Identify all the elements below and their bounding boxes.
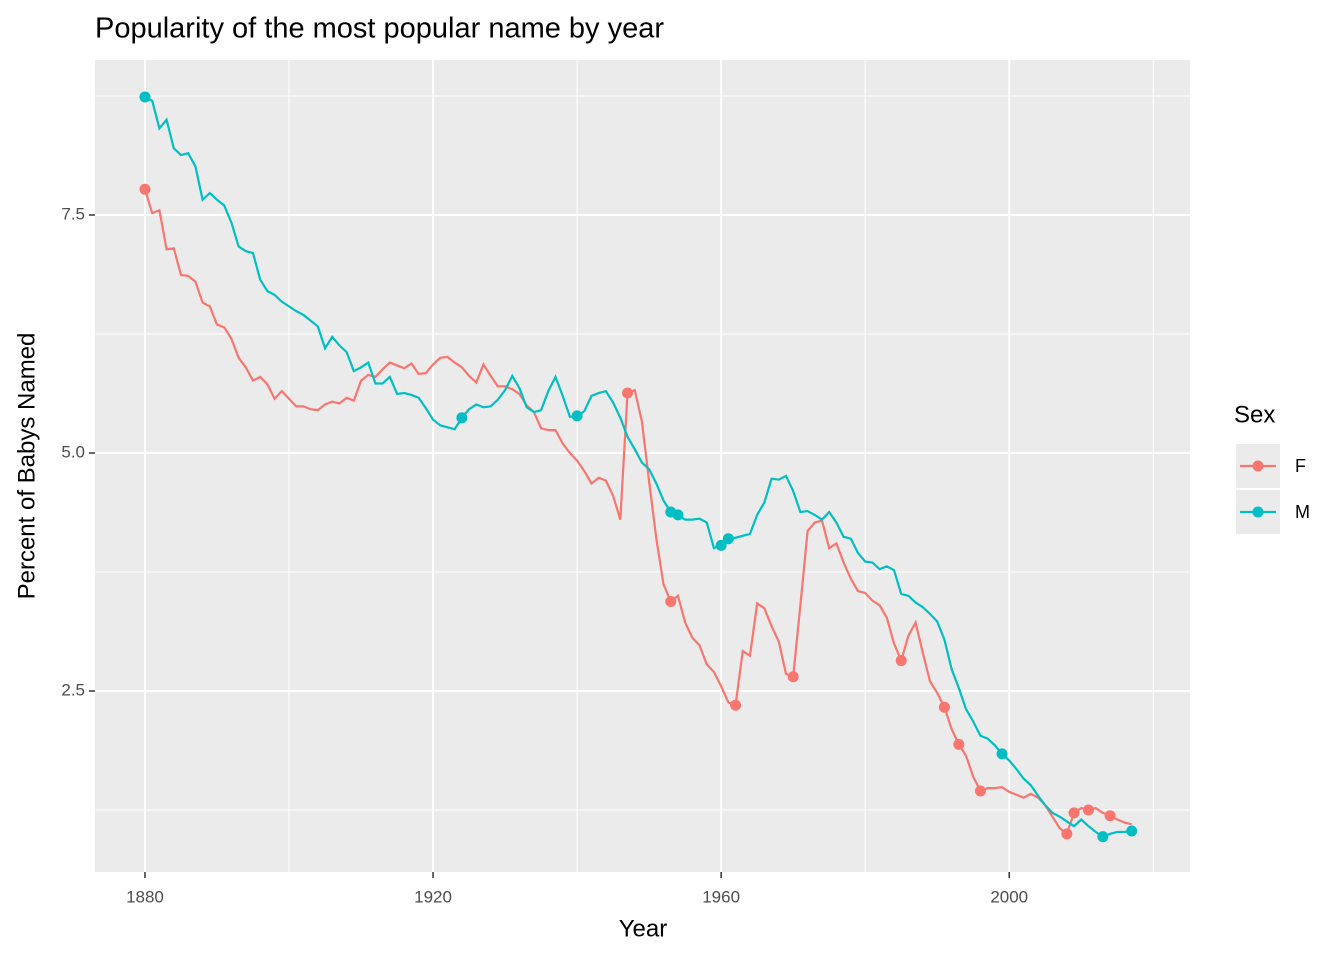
point xyxy=(665,596,677,608)
point xyxy=(953,738,965,750)
point xyxy=(139,183,151,195)
point xyxy=(1097,831,1109,843)
line xyxy=(143,188,1132,836)
point xyxy=(1061,828,1073,840)
line xyxy=(144,95,1132,838)
point xyxy=(938,701,950,713)
legend-title: Sex xyxy=(1234,401,1275,428)
legend-label: F xyxy=(1295,456,1306,476)
legend-label: M xyxy=(1295,502,1310,522)
x-tick-label: 1960 xyxy=(702,887,740,906)
y-tick-label: 7.5 xyxy=(61,204,85,223)
y-tick-label: 2.5 xyxy=(61,681,85,700)
x-tick-label: 1920 xyxy=(414,887,452,906)
legend-point xyxy=(1252,460,1264,472)
point xyxy=(1104,810,1116,822)
y-tick-label: 5.0 xyxy=(61,442,85,461)
point xyxy=(974,785,986,797)
chart-title: Popularity of the most popular name by y… xyxy=(95,13,664,45)
point xyxy=(139,91,151,103)
y-axis-title: Percent of Babys Named xyxy=(13,333,40,600)
x-tick-label: 1880 xyxy=(126,887,164,906)
point xyxy=(1126,825,1138,837)
point xyxy=(895,655,907,667)
x-tick-label: 2000 xyxy=(990,887,1028,906)
legend-point xyxy=(1252,506,1264,518)
point xyxy=(456,412,468,424)
point xyxy=(715,539,727,551)
panel xyxy=(95,60,1190,872)
point xyxy=(622,387,634,399)
point xyxy=(996,748,1008,760)
point xyxy=(787,671,799,683)
point xyxy=(672,509,684,521)
x-axis-title: Year xyxy=(619,915,668,942)
point xyxy=(730,699,742,711)
point xyxy=(571,410,583,422)
point xyxy=(722,533,734,545)
point xyxy=(1068,807,1080,819)
point xyxy=(1082,804,1094,816)
